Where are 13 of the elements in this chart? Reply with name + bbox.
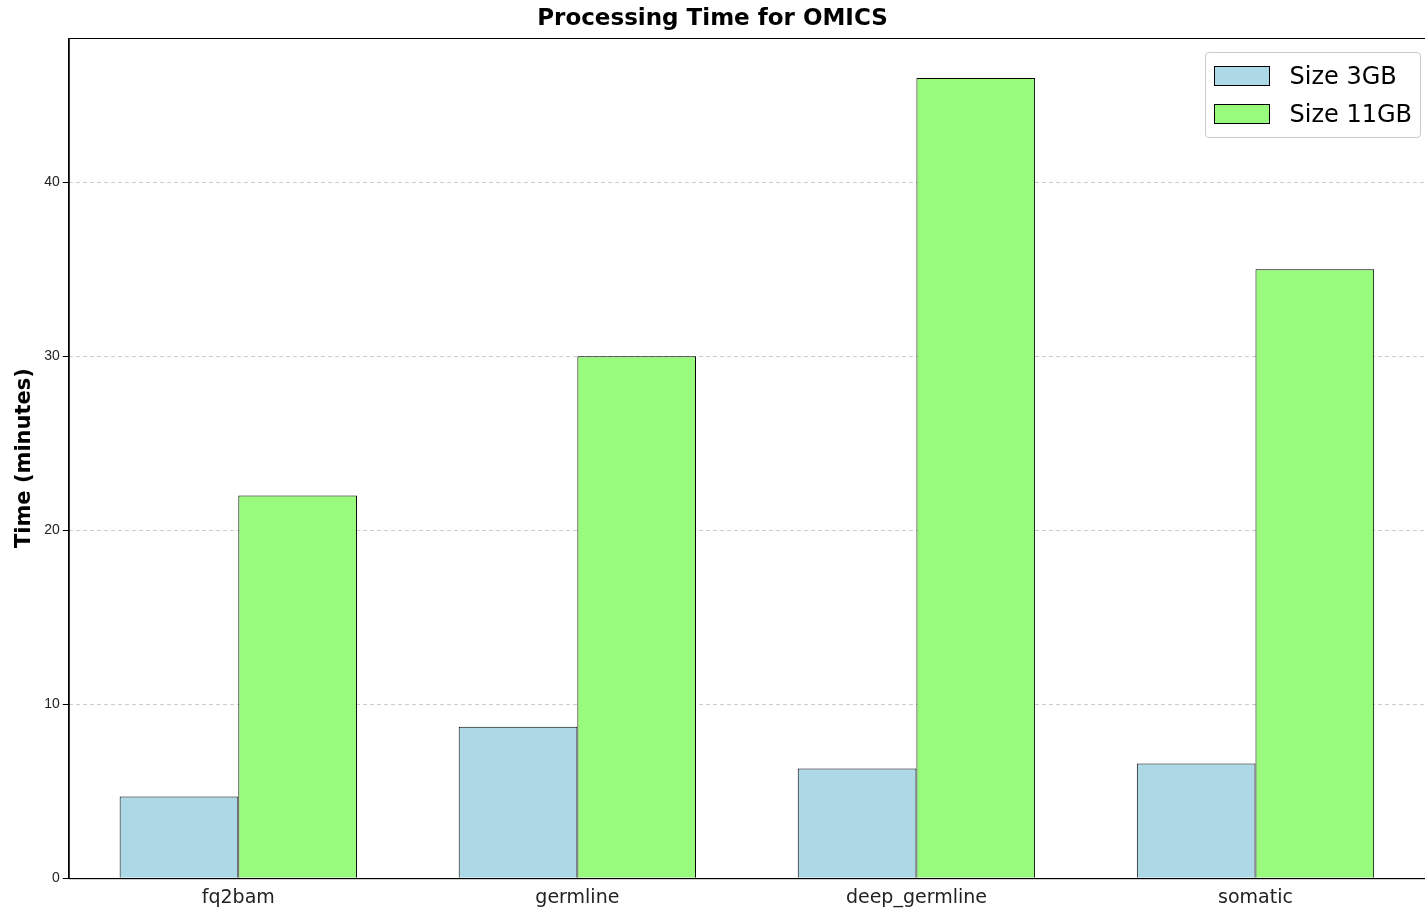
- legend-label: Size 11GB: [1289, 100, 1412, 128]
- x-tick-label: germline: [535, 884, 620, 907]
- y-tick-label: 20: [44, 521, 60, 538]
- x-tick-label: fq2bam: [201, 884, 275, 907]
- chart-title: Processing Time for OMICS: [536, 4, 889, 30]
- x-tick-label: somatic: [1218, 884, 1293, 907]
- y-axis-title: Time (minutes): [11, 368, 36, 549]
- x-tick-label: deep_germline: [845, 884, 987, 908]
- y-tick-label: 0: [51, 869, 60, 886]
- legend-label: Size 3GB: [1289, 62, 1397, 90]
- y-tick-label: 40: [44, 173, 60, 190]
- y-tick-label: 30: [44, 347, 60, 364]
- y-tick-label: 10: [44, 695, 60, 712]
